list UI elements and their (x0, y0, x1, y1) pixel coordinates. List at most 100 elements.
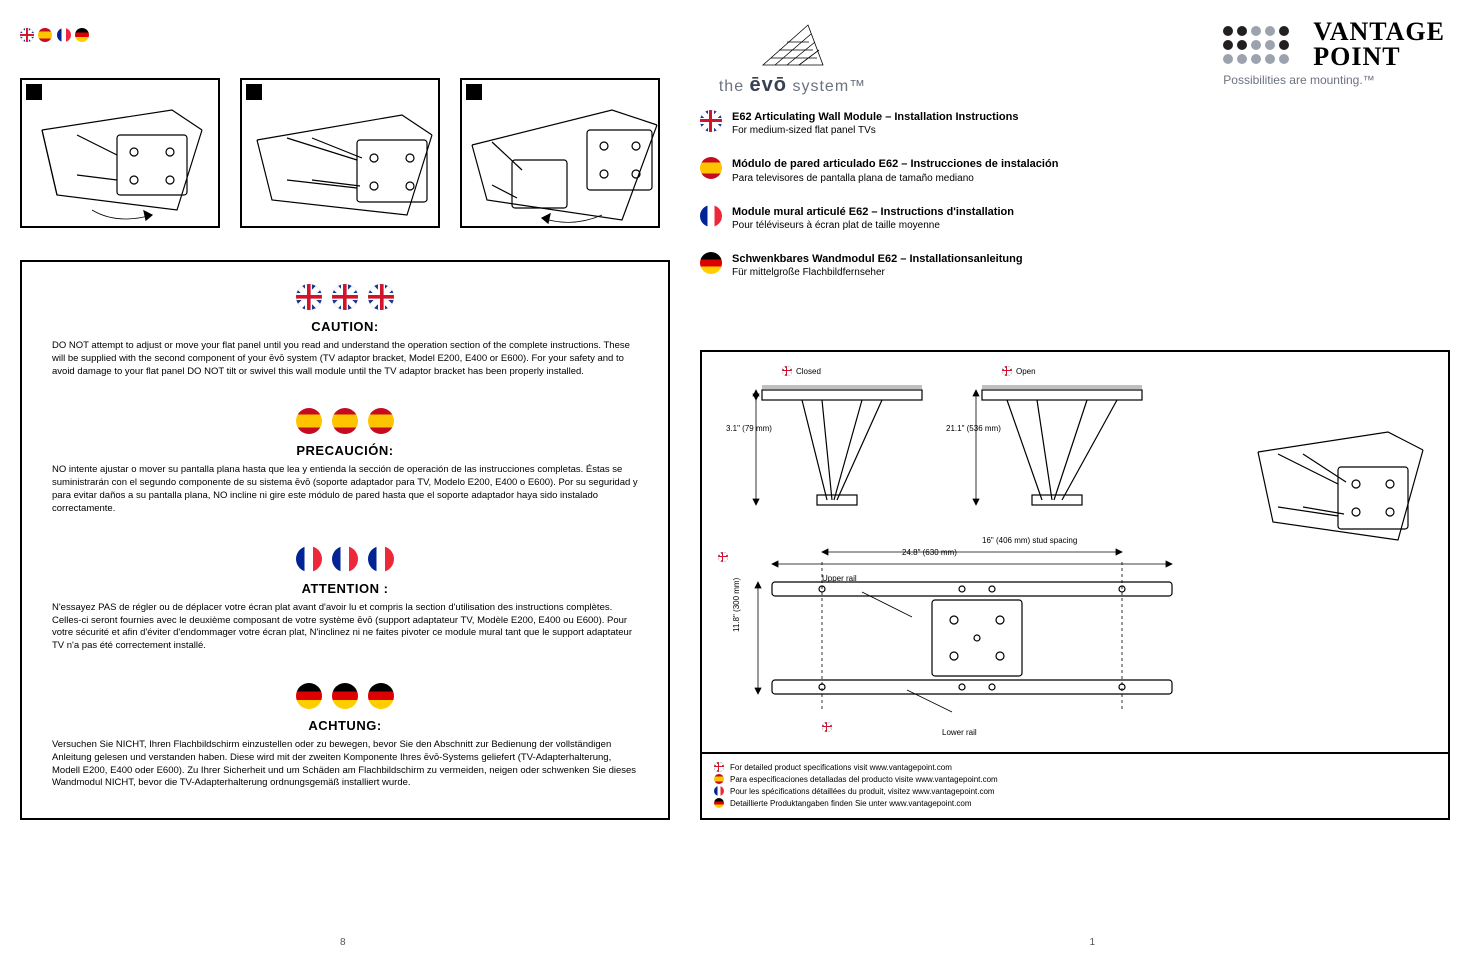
vp-dot (1279, 40, 1289, 50)
uk-flag-icon (368, 284, 394, 310)
es-flag-icon (700, 157, 722, 179)
de-flag-icon (700, 252, 722, 274)
fr-flag-icon (714, 786, 724, 796)
vp-dot (1223, 54, 1233, 64)
footer-es: Para especificaciones detalladas del pro… (730, 775, 998, 784)
footer-en: For detailed product specifications visi… (730, 763, 952, 772)
de-flag-icon (714, 798, 724, 808)
es-flag-icon (332, 408, 358, 434)
mount-drawing-1 (22, 80, 222, 230)
doc-title-de: Schwenkbares Wandmodul E62 – Installatio… (732, 252, 1023, 266)
uk-flag-icon (714, 762, 724, 772)
es-flag-icon (368, 408, 394, 434)
evo-word: ēvō (750, 74, 787, 96)
closed-dim: 3.1" (79 mm) (726, 424, 772, 433)
step-panel-13 (460, 78, 660, 228)
footer-de: Detaillierte Produktangaben finden Sie u… (730, 799, 971, 808)
fr-flag-icon (57, 28, 71, 42)
vp-dots-icon (1223, 26, 1289, 64)
front-view (732, 542, 1192, 732)
footer-fr: Pour les spécifications détaillées du pr… (730, 787, 995, 796)
mount-drawing-3 (462, 80, 662, 230)
stud-dim: 16" (406 mm) stud spacing (982, 536, 1077, 545)
caution-text-de: Versuchen Sie NICHT, Ihren Flachbildschi… (52, 739, 638, 790)
evo-prefix: the (719, 78, 744, 95)
fr-flag-icon (700, 205, 722, 227)
lang-row-de: Schwenkbares Wandmodul E62 – Installatio… (700, 252, 1058, 279)
caution-es: PRECAUCIÓN: NO intente ajustar o mover s… (52, 408, 638, 515)
fr-flag-icon (368, 546, 394, 572)
step-panels (20, 78, 660, 228)
uk-flag-icon (332, 284, 358, 310)
side-view-open (952, 370, 1152, 530)
lang-row-en: E62 Articulating Wall Module – Installat… (700, 110, 1058, 137)
upper-rail-label: Upper rail (822, 574, 857, 583)
doc-sub-en: For medium-sized flat panel TVs (732, 124, 1018, 137)
doc-title-es: Módulo de pared articulado E62 – Instruc… (732, 157, 1058, 171)
step-panel-12 (240, 78, 440, 228)
language-title-list: E62 Articulating Wall Module – Installat… (700, 110, 1058, 299)
vp-dot (1265, 40, 1275, 50)
vp-dot (1279, 54, 1289, 64)
vp-name-1: VANTAGE (1313, 20, 1445, 45)
vp-dot (1251, 26, 1261, 36)
lower-rail-label: Lower rail (942, 728, 977, 737)
open-label: Open (1002, 366, 1036, 376)
fr-flag-icon (296, 546, 322, 572)
es-flag-icon (296, 408, 322, 434)
uk-flag-icon (822, 722, 832, 732)
uk-flag-icon (20, 28, 34, 42)
evo-suffix: system™ (792, 78, 866, 95)
lower-flag (822, 722, 832, 732)
de-flag-icon (332, 683, 358, 709)
spec-diagram-box: Closed 3.1" (79 mm) Open 21.1" (536 m (700, 350, 1450, 820)
caution-fr: ATTENTION : N'essayez PAS de régler ou d… (52, 546, 638, 653)
step-number-badge (26, 84, 42, 100)
vp-dot (1265, 54, 1275, 64)
uk-flag-icon (700, 110, 722, 132)
uk-flag-icon (296, 284, 322, 310)
iso-view (1238, 412, 1438, 572)
vp-dot (1279, 26, 1289, 36)
open-dim: 21.1" (536 mm) (946, 424, 1001, 433)
caution-box: CAUTION: DO NOT attempt to adjust or mov… (20, 260, 670, 820)
mount-drawing-2 (242, 80, 442, 230)
evo-logo: the ēvō system™ (700, 20, 885, 97)
es-flag-icon (38, 28, 52, 42)
side-view-closed (732, 370, 932, 530)
uk-flag-icon (782, 366, 792, 376)
caution-title-es: PRECAUCIÓN: (52, 443, 638, 458)
height-flag (718, 552, 728, 562)
height-dim: 11.8" (300 mm) (732, 578, 741, 632)
uk-flag-icon (1002, 366, 1012, 376)
vp-dot (1237, 40, 1247, 50)
es-flag-icon (714, 774, 724, 784)
vp-dot (1237, 54, 1247, 64)
step-number-badge (246, 84, 262, 100)
vp-name-2: POINT (1313, 45, 1445, 70)
caution-en: CAUTION: DO NOT attempt to adjust or mov… (52, 284, 638, 378)
page-number-left: 8 (340, 937, 346, 948)
vantage-point-logo: VANTAGE POINT Possibilities are mounting… (1223, 20, 1445, 87)
vp-dot (1223, 40, 1233, 50)
doc-sub-de: Für mittelgroße Flachbildfernseher (732, 266, 1023, 279)
caution-title-fr: ATTENTION : (52, 581, 638, 596)
doc-title-en: E62 Articulating Wall Module – Installat… (732, 110, 1018, 124)
page-number-right: 1 (1089, 937, 1095, 948)
uk-flag-icon (718, 552, 728, 562)
caution-text-fr: N'essayez PAS de régler ou de déplacer v… (52, 602, 638, 653)
doc-sub-es: Para televisores de pantalla plana de ta… (732, 172, 1058, 185)
spec-footer: For detailed product specifications visi… (702, 752, 1448, 818)
vp-dot (1251, 40, 1261, 50)
de-flag-icon (296, 683, 322, 709)
manual-page: CAUTION: DO NOT attempt to adjust or mov… (0, 0, 1475, 954)
caution-text-es: NO intente ajustar o mover su pantalla p… (52, 464, 638, 515)
doc-sub-fr: Pour téléviseurs à écran plat de taille … (732, 219, 1014, 232)
de-flag-icon (75, 28, 89, 42)
vp-dot (1223, 26, 1233, 36)
de-flag-icon (368, 683, 394, 709)
evo-grid-icon (753, 20, 833, 70)
vp-dot (1265, 26, 1275, 36)
caution-de: ACHTUNG: Versuchen Sie NICHT, Ihren Flac… (52, 683, 638, 790)
step-number-badge (466, 84, 482, 100)
